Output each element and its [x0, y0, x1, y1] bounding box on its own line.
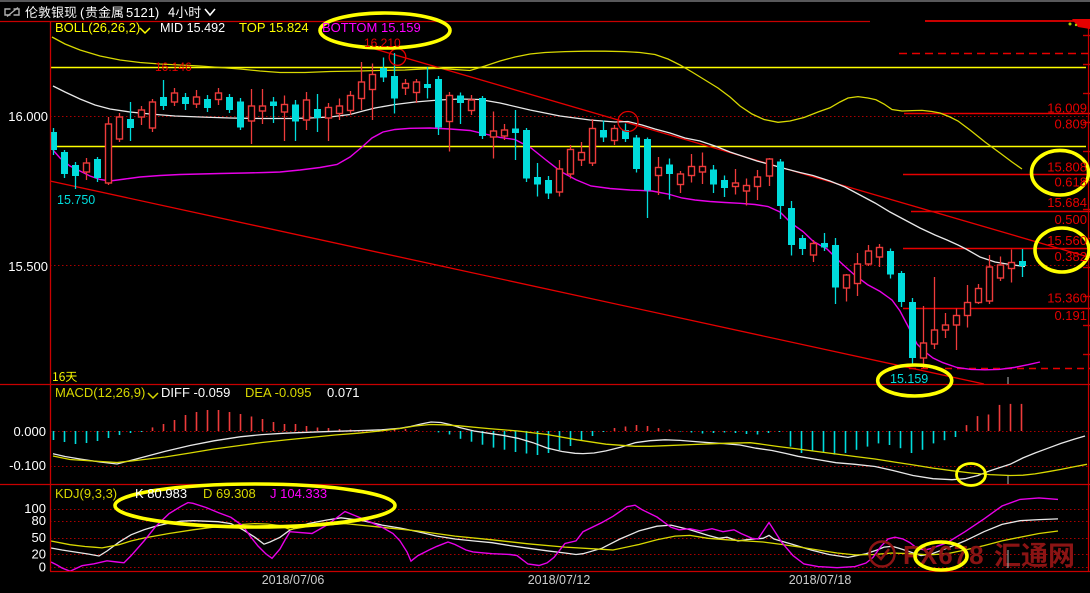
svg-text:0.071: 0.071: [327, 385, 360, 400]
svg-text:5121): 5121): [126, 5, 159, 20]
svg-text:BOTTOM 15.159: BOTTOM 15.159: [322, 20, 421, 35]
svg-text:2018/07/12: 2018/07/12: [528, 573, 591, 587]
svg-text:DEA -0.095: DEA -0.095: [245, 385, 312, 400]
svg-text:15.808: 15.808: [1047, 160, 1087, 175]
svg-text:20: 20: [32, 547, 46, 562]
svg-text:2018/07/18: 2018/07/18: [789, 573, 852, 587]
svg-text:15.684: 15.684: [1047, 195, 1087, 210]
svg-text:15.360: 15.360: [1047, 291, 1087, 306]
svg-text:16.146: 16.146: [155, 60, 192, 74]
svg-text:0.618: 0.618: [1054, 175, 1087, 190]
svg-text:16.210: 16.210: [364, 36, 401, 50]
svg-text:0.500: 0.500: [1054, 212, 1087, 227]
svg-text:KDJ(9,3,3): KDJ(9,3,3): [55, 486, 117, 501]
svg-text:DIFF -0.059: DIFF -0.059: [161, 385, 230, 400]
svg-text:K 80.983: K 80.983: [135, 486, 187, 501]
svg-text:0: 0: [39, 560, 46, 575]
svg-text:-0.100: -0.100: [9, 458, 46, 473]
svg-text:50: 50: [32, 530, 46, 545]
svg-text:(: (: [80, 5, 85, 20]
svg-text:MID 15.492: MID 15.492: [160, 21, 225, 35]
svg-text:0.000: 0.000: [13, 424, 46, 439]
svg-text:2018/07/06: 2018/07/06: [262, 573, 325, 587]
svg-text:15.560: 15.560: [1047, 233, 1087, 248]
svg-text:16.009: 16.009: [1047, 101, 1087, 116]
svg-text:15.159: 15.159: [890, 372, 928, 386]
svg-text:16.000: 16.000: [8, 109, 48, 124]
svg-text:15.750: 15.750: [57, 193, 95, 207]
svg-text:TOP 15.824: TOP 15.824: [239, 20, 309, 35]
svg-text:80: 80: [32, 513, 46, 528]
svg-text:15.500: 15.500: [8, 259, 48, 274]
svg-text:BOLL(26,26,2): BOLL(26,26,2): [55, 20, 140, 35]
svg-text:MACD(12,26,9): MACD(12,26,9): [55, 385, 145, 400]
svg-text:J 104.333: J 104.333: [270, 486, 327, 501]
svg-text:D 69.308: D 69.308: [203, 486, 256, 501]
svg-text:0.191: 0.191: [1054, 308, 1087, 323]
svg-text:0.382: 0.382: [1054, 249, 1087, 264]
svg-text:0.809: 0.809: [1054, 117, 1087, 132]
svg-text:100: 100: [24, 501, 46, 516]
